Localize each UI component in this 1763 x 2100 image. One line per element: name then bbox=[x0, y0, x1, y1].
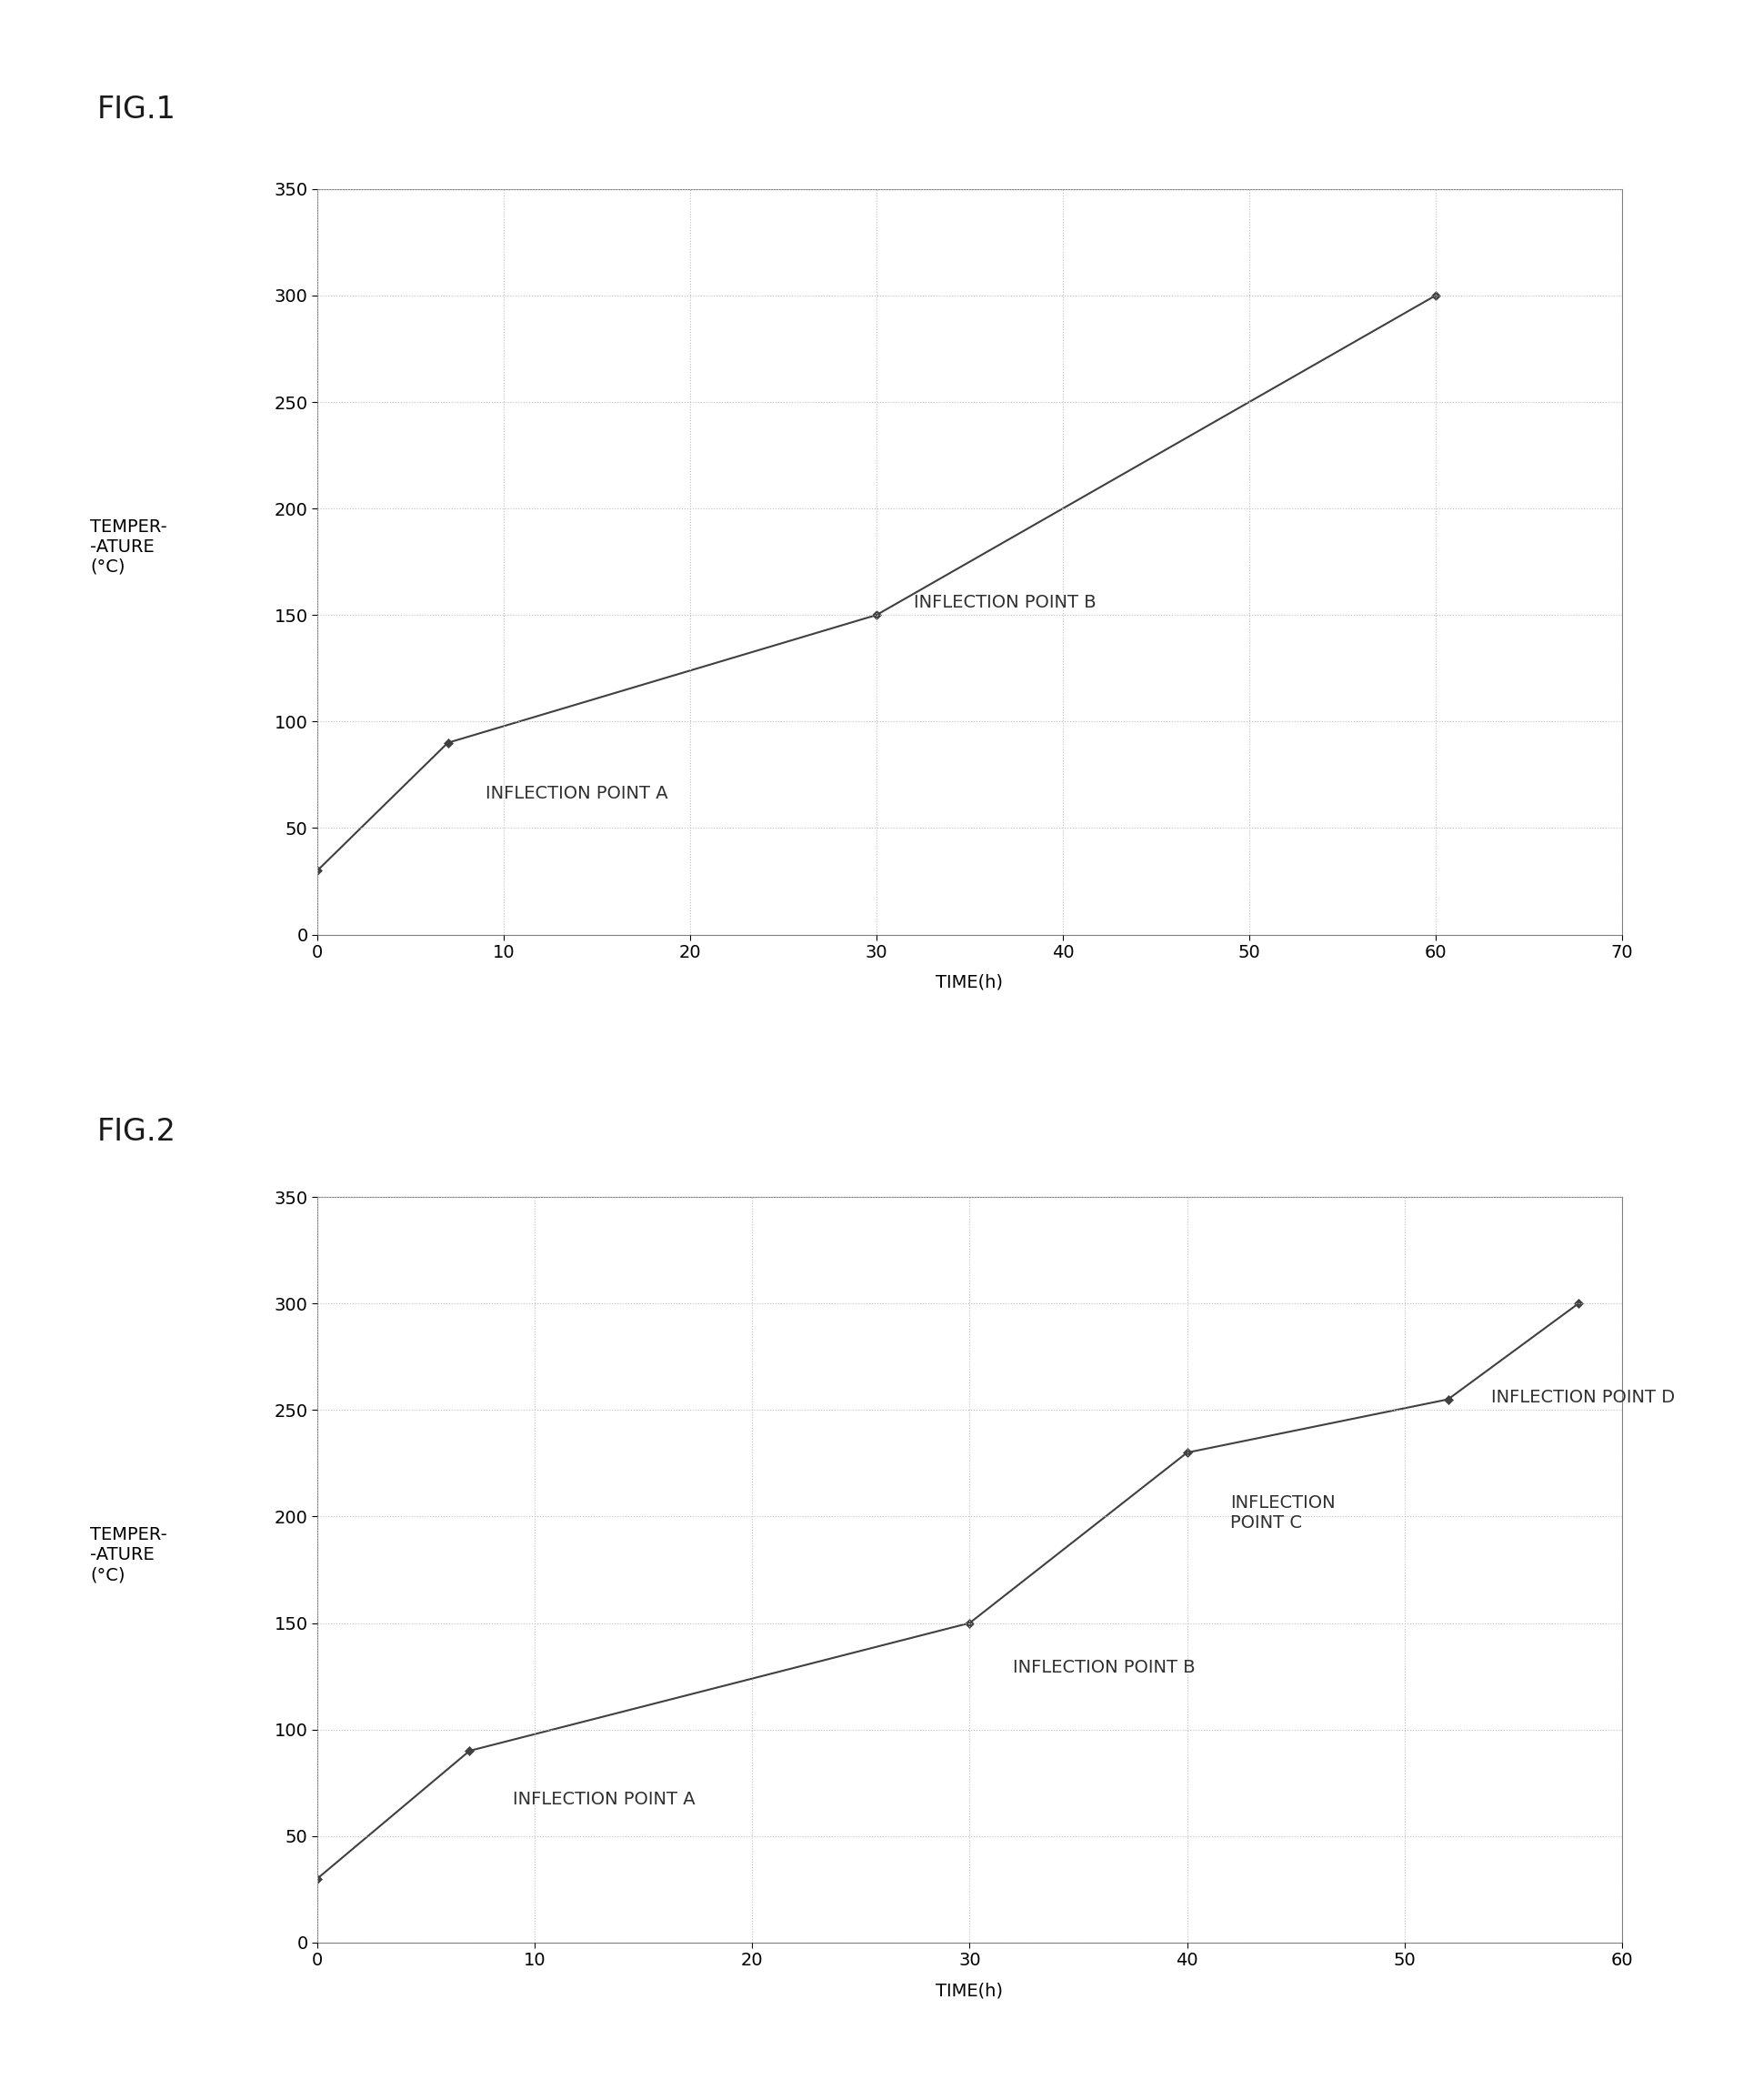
X-axis label: TIME(h): TIME(h) bbox=[936, 974, 1003, 991]
Text: FIG.1: FIG.1 bbox=[97, 94, 176, 124]
Text: INFLECTION POINT B: INFLECTION POINT B bbox=[913, 594, 1097, 611]
Y-axis label: TEMPER-
-ATURE
(°C): TEMPER- -ATURE (°C) bbox=[90, 1527, 167, 1583]
Text: INFLECTION POINT A: INFLECTION POINT A bbox=[485, 785, 668, 802]
Text: INFLECTION POINT A: INFLECTION POINT A bbox=[513, 1791, 695, 1808]
Text: INFLECTION
POINT C: INFLECTION POINT C bbox=[1231, 1493, 1336, 1531]
Text: FIG.2: FIG.2 bbox=[97, 1117, 176, 1147]
Text: INFLECTION POINT D: INFLECTION POINT D bbox=[1491, 1388, 1675, 1405]
Text: INFLECTION POINT B: INFLECTION POINT B bbox=[1014, 1659, 1195, 1676]
X-axis label: TIME(h): TIME(h) bbox=[936, 1982, 1003, 1999]
Y-axis label: TEMPER-
-ATURE
(°C): TEMPER- -ATURE (°C) bbox=[90, 519, 167, 575]
